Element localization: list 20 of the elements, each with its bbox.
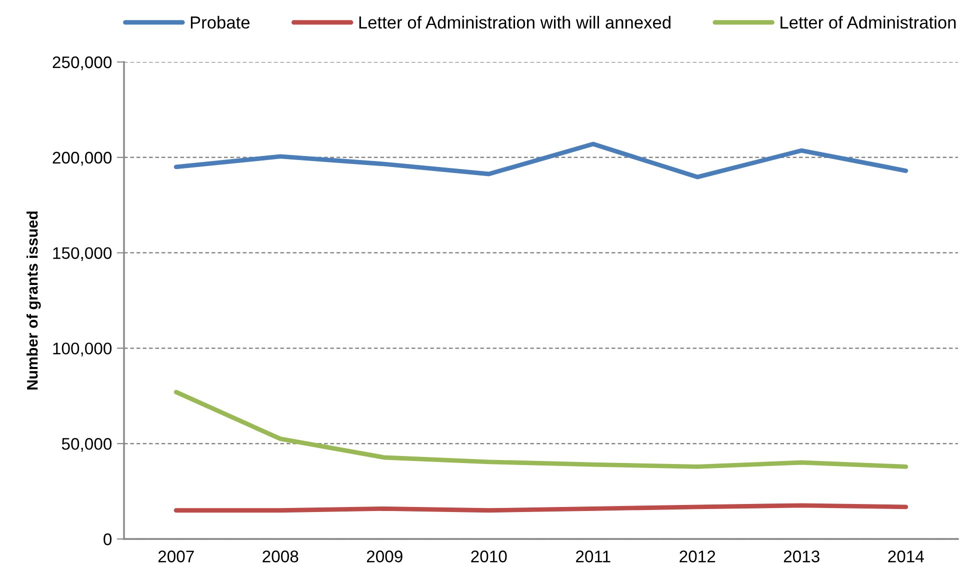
x-tick-label: 2012 <box>680 550 716 562</box>
y-tick-label: 250,000 <box>52 56 112 70</box>
legend-label: Letter of Administration with will annexed <box>359 16 670 29</box>
legend-label: Letter of Administration <box>780 16 956 29</box>
x-tick-label: 2011 <box>576 550 610 562</box>
y-tick-label: 150,000 <box>53 247 112 261</box>
x-tick-label: 2007 <box>158 550 194 562</box>
line-series <box>174 142 908 180</box>
y-axis-title: Number of grants issued <box>26 212 41 390</box>
x-tick-label: 2014 <box>888 550 924 562</box>
line-series <box>174 390 908 469</box>
x-tick-label: 2013 <box>784 550 820 562</box>
y-tick-label: 50,000 <box>62 438 112 452</box>
legend-label: Probate <box>190 16 250 29</box>
x-tick-label: 2010 <box>471 550 507 562</box>
x-tick-label: 2008 <box>262 550 298 562</box>
y-tick-label: 0 <box>104 533 112 546</box>
y-tick-label: 200,000 <box>52 152 112 166</box>
x-tick-label: 2009 <box>366 550 402 562</box>
y-tick-label: 100,000 <box>53 342 112 356</box>
